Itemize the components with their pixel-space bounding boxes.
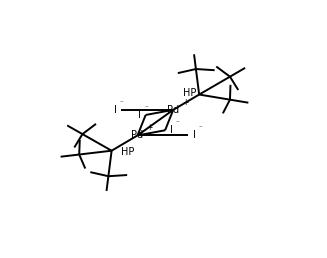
Text: I: I xyxy=(170,125,173,135)
Text: ⁻: ⁻ xyxy=(176,120,180,126)
Text: HP: HP xyxy=(182,88,196,98)
Text: Pd: Pd xyxy=(167,105,179,115)
Circle shape xyxy=(129,129,146,142)
Circle shape xyxy=(165,103,181,116)
Text: HP: HP xyxy=(121,147,135,157)
Text: I: I xyxy=(193,130,196,140)
Text: I: I xyxy=(138,110,141,120)
Text: ⁻: ⁻ xyxy=(120,100,124,106)
Text: +: + xyxy=(146,123,153,132)
Text: Pd: Pd xyxy=(131,130,144,140)
Text: I: I xyxy=(113,105,116,115)
Circle shape xyxy=(157,124,173,137)
Circle shape xyxy=(180,129,196,142)
Circle shape xyxy=(138,109,154,121)
Circle shape xyxy=(113,103,129,116)
Text: ⁻: ⁻ xyxy=(144,105,148,111)
Circle shape xyxy=(191,88,207,101)
Circle shape xyxy=(104,144,120,157)
Text: +: + xyxy=(182,98,189,107)
Text: ⁻: ⁻ xyxy=(198,126,202,132)
